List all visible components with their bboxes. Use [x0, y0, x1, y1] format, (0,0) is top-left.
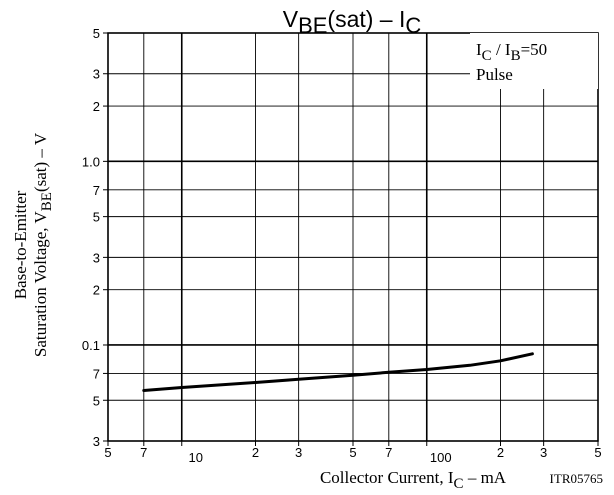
chart-title: VBE(sat) – IC	[283, 6, 422, 38]
x-axis-label: Collector Current, IC – mA	[320, 468, 507, 492]
x-tick-label: 2	[252, 445, 259, 460]
x-tick-label: 2	[497, 445, 504, 460]
y-axis-label-line1: Base-to-Emitter	[11, 190, 30, 299]
y-tick-label: 7	[93, 366, 100, 381]
x-tick-label: 3	[295, 445, 302, 460]
x-tick-label: 100	[430, 450, 452, 465]
y-tick-label: 7	[93, 183, 100, 198]
figure-code: ITR05765	[550, 471, 603, 486]
x-tick-label: 7	[140, 445, 147, 460]
grid-layer	[108, 33, 598, 441]
annotation-box-bg	[470, 33, 598, 89]
y-tick-label: 2	[93, 99, 100, 114]
y-tick-label: 2	[93, 283, 100, 298]
y-tick-labels: 3 5 7 0.1 2 3 5 7 1.0 2 3 5	[82, 26, 108, 449]
series-layer	[142, 352, 534, 392]
y-tick-label: 1.0	[82, 154, 100, 169]
x-tick-label: 7	[385, 445, 392, 460]
x-tick-label: 5	[104, 445, 111, 460]
x-tick-label: 5	[349, 445, 356, 460]
y-tick-label: 5	[93, 26, 100, 41]
y-tick-label: 0.1	[82, 338, 100, 353]
y-axis-label-line2: Saturation Voltage, VBE(sat) – V	[31, 132, 55, 357]
annotation-pulse: Pulse	[476, 65, 513, 84]
y-tick-label: 5	[93, 393, 100, 408]
x-tick-label: 5	[594, 445, 601, 460]
annotation-ratio: IC / IB=50	[476, 40, 547, 64]
vbe-sat-curve	[142, 352, 534, 392]
x-tick-labels: 5 7 10 2 3 5 7 100 2 3 5	[104, 441, 602, 465]
y-tick-label: 3	[93, 67, 100, 82]
y-tick-label: 3	[93, 434, 100, 449]
y-tick-label: 3	[93, 250, 100, 265]
y-tick-label: 5	[93, 210, 100, 225]
x-tick-label: 10	[189, 450, 203, 465]
x-tick-label: 3	[540, 445, 547, 460]
